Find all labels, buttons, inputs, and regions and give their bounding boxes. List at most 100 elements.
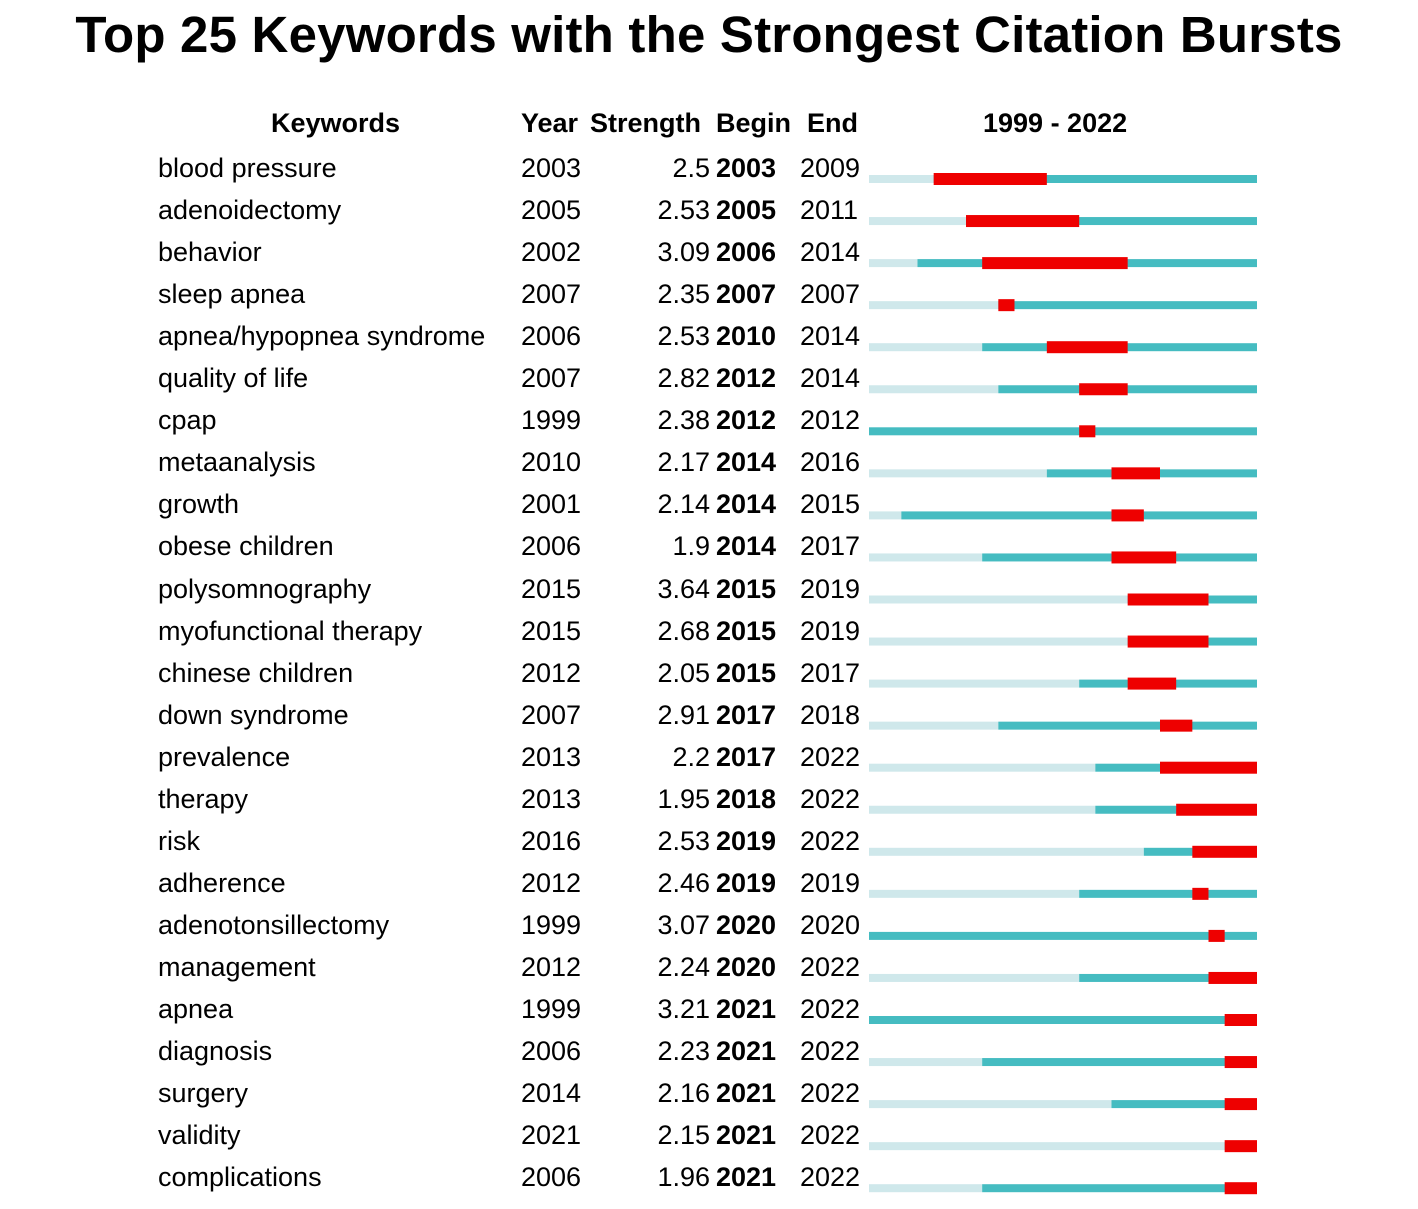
begin-cell: 2005 (716, 195, 777, 226)
keyword-cell: complications (158, 1162, 322, 1193)
header-begin: Begin (716, 108, 792, 138)
year-cell: 2006 (521, 531, 582, 562)
header-year: Year (521, 108, 579, 138)
keyword-cell: management (158, 951, 316, 982)
end-cell: 2022 (800, 994, 861, 1024)
timeline-before-segment (869, 1100, 1112, 1109)
strength-cell: 2.53 (657, 825, 710, 856)
table-row: adherence 2012 2.46 2019 2019 (0, 862, 1418, 904)
keyword-cell: therapy (158, 783, 249, 814)
year-cell: 2007 (521, 699, 582, 730)
burst-bar (1046, 341, 1128, 354)
burst-bar (1224, 1014, 1257, 1026)
end-cell: 2014 (800, 363, 861, 394)
burst-bar (1208, 971, 1257, 984)
burst-bar (1224, 1056, 1257, 1069)
year-cell: 1999 (521, 405, 582, 436)
burst-bar (1192, 887, 1209, 900)
timeline-before-segment (869, 721, 999, 730)
timeline-before-segment (869, 805, 1096, 814)
burst-bar (1127, 635, 1209, 648)
keyword-cell: quality of life (158, 363, 309, 394)
header-strength: Strength (590, 108, 701, 138)
begin-cell: 2018 (716, 783, 777, 814)
header-end: End (807, 108, 858, 138)
burst-bar (1079, 425, 1096, 438)
timeline-active-segment (982, 1058, 1257, 1067)
end-cell: 2022 (800, 951, 861, 982)
burst-bar (1111, 509, 1144, 522)
begin-cell: 2020 (716, 909, 777, 940)
strength-cell: 3.64 (657, 573, 710, 604)
keyword-cell: polysomnography (158, 573, 372, 604)
year-cell: 2012 (521, 867, 582, 898)
table-row: obese children 2006 1.9 2014 2017 (0, 525, 1418, 567)
begin-cell: 2012 (716, 405, 777, 436)
begin-cell: 2012 (716, 363, 777, 394)
end-cell: 2019 (800, 573, 861, 604)
end-cell: 2011 (800, 195, 859, 226)
strength-cell: 2.38 (657, 405, 710, 436)
keyword-cell: apnea/hypopnea syndrome (158, 321, 486, 352)
strength-cell: 2.53 (657, 195, 710, 226)
timeline-before-segment (869, 175, 934, 183)
end-cell: 2019 (800, 615, 861, 646)
end-cell: 2018 (800, 699, 861, 730)
strength-cell: 2.23 (657, 1036, 710, 1067)
timeline-active-segment (933, 175, 1257, 183)
table-row: down syndrome 2007 2.91 2017 2018 (0, 694, 1418, 736)
begin-cell: 2010 (716, 321, 777, 352)
burst-bar (1127, 593, 1209, 606)
strength-cell: 2.68 (657, 615, 710, 646)
end-cell: 2014 (800, 237, 861, 268)
keyword-cell: growth (158, 489, 240, 520)
end-cell: 2022 (800, 783, 861, 814)
strength-cell: 2.24 (657, 951, 710, 982)
begin-cell: 2014 (716, 531, 777, 562)
table-row: validity 2021 2.15 2021 2022 (0, 1114, 1418, 1156)
timeline-before-segment (869, 511, 902, 520)
year-cell: 2003 (521, 153, 582, 183)
burst-bar (982, 257, 1128, 270)
strength-cell: 2.15 (657, 1120, 710, 1151)
begin-cell: 2020 (716, 951, 777, 982)
begin-cell: 2021 (716, 1036, 777, 1067)
end-cell: 2022 (800, 1036, 861, 1067)
keyword-cell: risk (158, 825, 200, 856)
table-row: cpap 1999 2.38 2012 2012 (0, 399, 1418, 441)
table-row: surgery 2014 2.16 2021 2022 (0, 1072, 1418, 1114)
begin-cell: 2006 (716, 237, 777, 268)
keyword-cell: chinese children (158, 657, 354, 688)
table-row: quality of life 2007 2.82 2012 2014 (0, 357, 1418, 399)
burst-bar (1111, 551, 1177, 564)
timeline-before-segment (869, 385, 999, 394)
strength-cell: 3.09 (657, 237, 710, 268)
end-cell: 2020 (800, 909, 861, 940)
keyword-cell: surgery (158, 1078, 249, 1109)
year-cell: 2016 (521, 825, 582, 856)
strength-cell: 2.46 (657, 867, 710, 898)
year-cell: 2006 (521, 321, 582, 352)
table-row: metaanalysis 2010 2.17 2014 2016 (0, 441, 1418, 483)
table-row: blood pressure 2003 2.5 2003 2009 (0, 147, 1418, 189)
timeline-active-segment (1095, 805, 1257, 814)
end-cell: 2022 (800, 1120, 861, 1151)
timeline-before-segment (869, 763, 1096, 772)
strength-cell: 2.17 (657, 447, 710, 478)
table-row: adenoidectomy 2005 2.53 2005 2011 (0, 189, 1418, 231)
strength-cell: 2.05 (657, 657, 710, 688)
timeline-before-segment (869, 847, 1144, 856)
table-row: risk 2016 2.53 2019 2022 (0, 820, 1418, 862)
strength-cell: 2.14 (657, 489, 710, 520)
year-cell: 2005 (521, 195, 582, 226)
strength-cell: 3.21 (657, 994, 710, 1024)
begin-cell: 2007 (716, 279, 777, 310)
end-cell: 2017 (800, 531, 861, 562)
timeline-before-segment (869, 1184, 983, 1193)
timeline-active-segment (982, 1184, 1257, 1193)
end-cell: 2019 (800, 867, 861, 898)
keyword-cell: diagnosis (158, 1036, 273, 1067)
year-cell: 2012 (521, 657, 582, 688)
table-row: therapy 2013 1.95 2018 2022 (0, 778, 1418, 820)
